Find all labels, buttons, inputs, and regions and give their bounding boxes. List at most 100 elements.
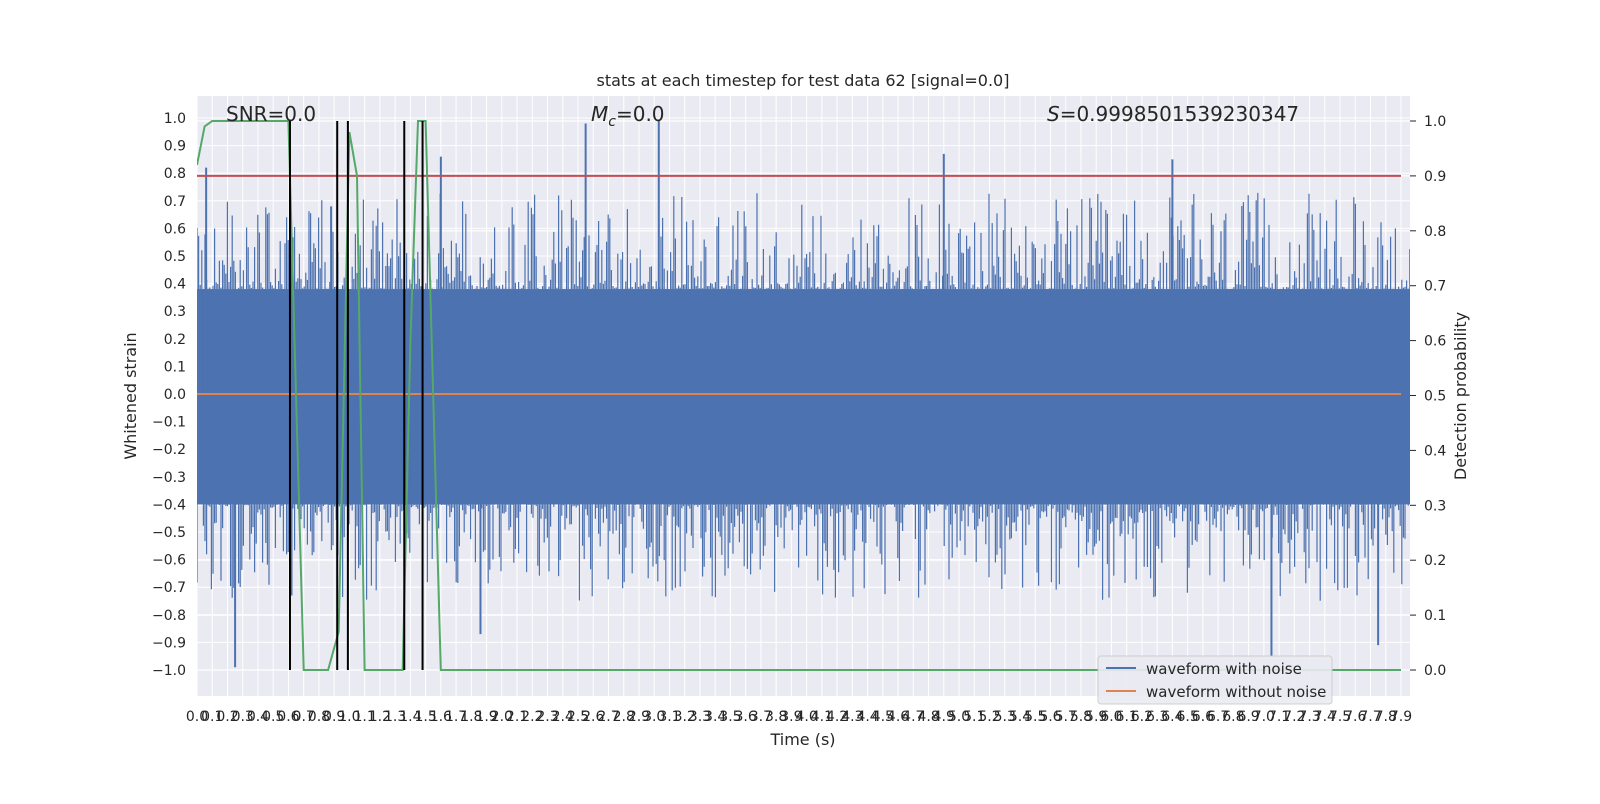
- x-tick-label: 0.8: [308, 709, 330, 725]
- series-line-layer: [197, 120, 1401, 671]
- y-axis-label-right: Detection probability: [1451, 312, 1470, 480]
- x-tick-label: 1.1: [354, 709, 376, 725]
- x-tick-label: 5.1: [963, 709, 985, 725]
- x-tick-label: 1.7: [445, 709, 467, 725]
- x-tick-label: 6.3: [1146, 709, 1168, 725]
- y-right-tick-label: 0.5: [1424, 389, 1446, 405]
- x-tick-label: 5.3: [994, 709, 1016, 725]
- x-tick-label: 5.8: [1070, 709, 1092, 725]
- x-tick-label: 3.1: [658, 709, 680, 725]
- y-right-tick-label: 0.0: [1424, 663, 1446, 679]
- x-axis-label: Time (s): [769, 730, 835, 749]
- s-symbol: S: [1047, 102, 1060, 126]
- x-tick-label: 4.6: [887, 709, 909, 725]
- y-right-tick-label: 0.7: [1424, 279, 1446, 295]
- x-tick-label: 1.8: [460, 709, 482, 725]
- x-tick-label: 5.9: [1085, 709, 1107, 725]
- x-tick-label: 1.0: [338, 709, 360, 725]
- x-tick-label: 6.5: [1177, 709, 1199, 725]
- x-tick-label: 2.2: [521, 709, 543, 725]
- x-tick-label: 2.9: [628, 709, 650, 725]
- x-tick-label: 5.7: [1055, 709, 1077, 725]
- chart-title: stats at each timestep for test data 62 …: [597, 71, 1010, 90]
- x-tick-label: 6.6: [1192, 709, 1214, 725]
- x-tick-label: 1.6: [430, 709, 452, 725]
- x-tick-label: 7.3: [1298, 709, 1320, 725]
- x-tick-label: 5.2: [978, 709, 1000, 725]
- y-left-tick-label: 0.0: [164, 387, 186, 403]
- x-tick-label: 7.8: [1375, 709, 1397, 725]
- y-right-tick-label: 0.2: [1424, 553, 1446, 569]
- x-tick-label: 7.9: [1390, 709, 1412, 725]
- x-tick-labels: 0.00.10.20.30.40.50.60.70.80.91.01.11.21…: [186, 709, 1412, 725]
- vertical-marker-layer: [288, 121, 424, 670]
- mc-subscript: c: [608, 114, 616, 130]
- y-right-tick-label: 0.1: [1424, 608, 1446, 624]
- x-tick-label: 2.1: [506, 709, 528, 725]
- x-tick-label: 5.5: [1024, 709, 1046, 725]
- x-tick-label: 3.3: [689, 709, 711, 725]
- y-right-tick-label: 0.4: [1424, 443, 1446, 459]
- x-tick-label: 7.5: [1329, 709, 1351, 725]
- x-tick-label: 4.8: [917, 709, 939, 725]
- noise-spikes: [197, 192, 1410, 601]
- x-tick-label: 5.4: [1009, 709, 1031, 725]
- x-tick-label: 7.0: [1253, 709, 1275, 725]
- x-tick-label: 4.5: [872, 709, 894, 725]
- x-tick-label: 2.3: [536, 709, 558, 725]
- s-value: =0.9998501539230347: [1060, 102, 1299, 126]
- legend-label-noise: waveform with noise: [1146, 660, 1302, 678]
- x-tick-label: 7.6: [1344, 709, 1366, 725]
- x-tick-label: 7.1: [1268, 709, 1290, 725]
- y-left-tick-label: −0.7: [152, 580, 186, 596]
- y-left-tick-label: −0.1: [152, 415, 186, 431]
- x-tick-label: 0.6: [277, 709, 299, 725]
- s-annotation: S=0.9998501539230347: [1047, 102, 1299, 126]
- x-tick-label: 4.0: [795, 709, 817, 725]
- x-tick-label: 2.7: [597, 709, 619, 725]
- x-tick-label: 3.5: [719, 709, 741, 725]
- x-tick-label: 2.8: [613, 709, 635, 725]
- x-tick-label: 7.2: [1283, 709, 1305, 725]
- x-tick-label: 0.2: [216, 709, 238, 725]
- x-tick-label: 1.2: [369, 709, 391, 725]
- x-tick-label: 4.1: [811, 709, 833, 725]
- y-left-tick-label: 0.4: [164, 277, 186, 293]
- x-tick-label: 3.0: [643, 709, 665, 725]
- x-tick-label: 6.9: [1237, 709, 1259, 725]
- y-left-tick-label: −0.3: [152, 470, 186, 486]
- x-tick-label: 2.5: [567, 709, 589, 725]
- x-tick-label: 2.4: [552, 709, 574, 725]
- x-tick-label: 3.2: [674, 709, 696, 725]
- y-left-tick-label: 0.6: [164, 221, 186, 237]
- y-right-tick-label: 0.8: [1424, 224, 1446, 240]
- y-left-tick-label: −0.4: [152, 497, 186, 513]
- snr-annotation: SNR=0.0: [226, 102, 316, 126]
- legend-label-clean: waveform without noise: [1146, 683, 1326, 701]
- y-left-tick-label: −0.8: [152, 608, 186, 624]
- x-tick-label: 3.6: [735, 709, 757, 725]
- y-left-tick-label: −0.2: [152, 442, 186, 458]
- mc-symbol: M: [591, 102, 608, 126]
- x-tick-label: 0.1: [201, 709, 223, 725]
- y-left-tick-label: −0.6: [152, 553, 186, 569]
- y-right-tick-label: 0.3: [1424, 498, 1446, 514]
- noise-waveform-layer: [197, 120, 1410, 668]
- y-left-tick-label: −0.9: [152, 635, 186, 651]
- x-tick-label: 7.7: [1359, 709, 1381, 725]
- y-left-tick-label: 0.2: [164, 332, 186, 348]
- x-tick-label: 6.4: [1161, 709, 1183, 725]
- x-tick-label: 0.9: [323, 709, 345, 725]
- x-tick-label: 4.7: [902, 709, 924, 725]
- x-tick-label: 2.6: [582, 709, 604, 725]
- x-tick-label: 4.2: [826, 709, 848, 725]
- x-tick-label: 0.5: [262, 709, 284, 725]
- x-tick-label: 1.4: [399, 709, 421, 725]
- x-tick-label: 6.2: [1131, 709, 1153, 725]
- x-tick-label: 1.3: [384, 709, 406, 725]
- x-tick-label: 1.9: [475, 709, 497, 725]
- y-left-tick-label: 0.5: [164, 249, 186, 265]
- y-right-tick-label: 0.6: [1424, 334, 1446, 350]
- detection-probability-line: [197, 120, 1401, 671]
